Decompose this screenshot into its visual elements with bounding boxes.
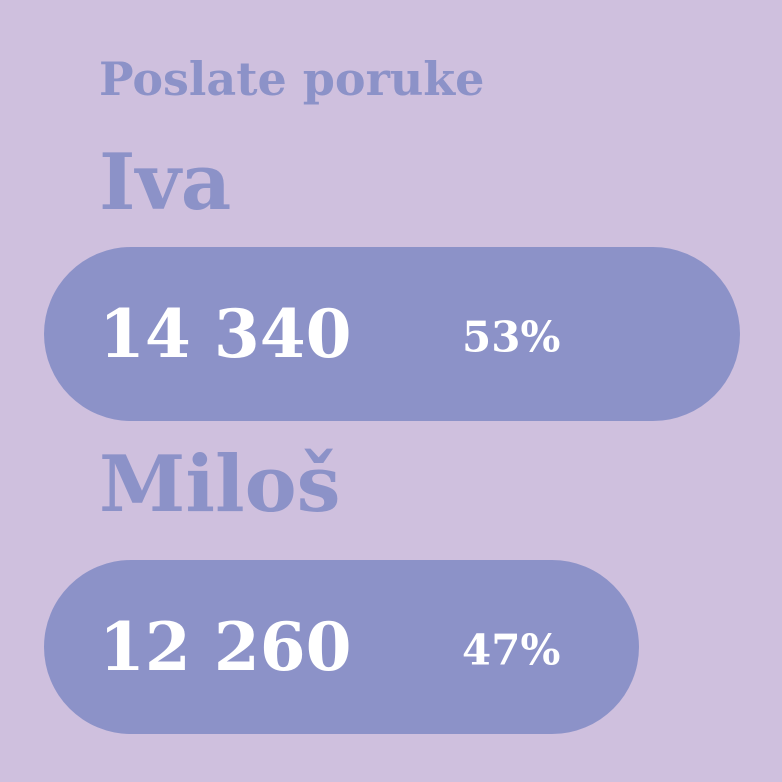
category-label-iva: Iva [99,137,232,228]
percent-label-milos: 47% [462,625,561,675]
bar-iva: 14 340 53% [44,247,740,421]
chart-title: Poslate poruke [99,52,485,106]
percent-label-iva: 53% [462,312,561,362]
value-label-milos: 12 260 [99,608,352,686]
category-label-milos: Miloš [99,439,341,530]
bar-milos: 12 260 47% [44,560,639,734]
value-label-iva: 14 340 [99,295,352,373]
